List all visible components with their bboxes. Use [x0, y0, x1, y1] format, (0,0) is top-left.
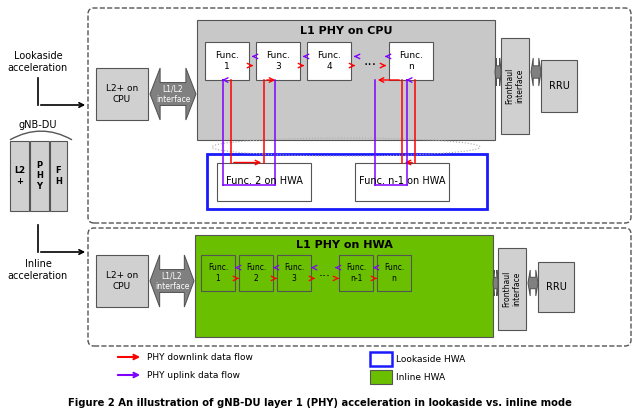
- Text: Fronthaul
interface: Fronthaul interface: [506, 68, 525, 104]
- Bar: [370, 352, 392, 366]
- FancyBboxPatch shape: [88, 8, 631, 223]
- Text: L1 PHY on CPU: L1 PHY on CPU: [300, 26, 392, 36]
- Text: Func.
1: Func. 1: [215, 51, 239, 71]
- Bar: [498, 248, 526, 330]
- Bar: [307, 42, 351, 80]
- Bar: [195, 235, 493, 337]
- Text: Figure 2 An illustration of gNB-DU layer 1 (PHY) acceleration in lookaside vs. i: Figure 2 An illustration of gNB-DU layer…: [68, 398, 572, 408]
- Text: L1/L2
interface: L1/L2 interface: [156, 84, 190, 104]
- FancyBboxPatch shape: [88, 228, 631, 346]
- Text: Func.
3: Func. 3: [266, 51, 290, 71]
- Polygon shape: [528, 270, 538, 296]
- Bar: [370, 370, 392, 384]
- Bar: [355, 163, 449, 201]
- Bar: [239, 255, 273, 291]
- Text: Func.
4: Func. 4: [317, 51, 341, 71]
- Text: L2+ on
CPU: L2+ on CPU: [106, 84, 138, 104]
- Polygon shape: [150, 68, 196, 120]
- Text: P
H
Y: P H Y: [36, 161, 43, 191]
- Text: Inline
acceleration: Inline acceleration: [8, 259, 68, 281]
- Bar: [501, 38, 529, 134]
- Text: F
H: F H: [55, 166, 62, 186]
- Bar: [541, 60, 577, 112]
- Text: RRU: RRU: [548, 81, 570, 91]
- Text: Lookaside HWA: Lookaside HWA: [396, 354, 465, 364]
- Text: Func.
2: Func. 2: [246, 263, 266, 283]
- Text: Lookaside
acceleration: Lookaside acceleration: [8, 51, 68, 73]
- Polygon shape: [531, 58, 541, 86]
- Text: Inline HWA: Inline HWA: [396, 372, 445, 382]
- Bar: [207, 154, 487, 209]
- Text: Func. n-1 on HWA: Func. n-1 on HWA: [359, 176, 445, 186]
- Text: L1/L2
interface: L1/L2 interface: [155, 271, 189, 291]
- Polygon shape: [493, 270, 498, 296]
- Bar: [96, 255, 148, 307]
- Text: ...: ...: [364, 54, 376, 68]
- Text: Func. 2 on HWA: Func. 2 on HWA: [225, 176, 303, 186]
- Bar: [197, 20, 495, 140]
- Text: Func.
1: Func. 1: [208, 263, 228, 283]
- Text: PHY downlink data flow: PHY downlink data flow: [147, 352, 253, 362]
- Text: Func.
3: Func. 3: [284, 263, 304, 283]
- Bar: [30, 141, 49, 211]
- Bar: [201, 255, 235, 291]
- Text: Fronthaul
interface: Fronthaul interface: [502, 271, 522, 307]
- Bar: [96, 68, 148, 120]
- Text: L2+ on
CPU: L2+ on CPU: [106, 271, 138, 291]
- Text: gNB-DU: gNB-DU: [19, 120, 57, 130]
- Bar: [256, 42, 300, 80]
- Bar: [339, 255, 373, 291]
- Text: L1 PHY on HWA: L1 PHY on HWA: [296, 240, 392, 250]
- Text: ...: ...: [319, 267, 331, 280]
- Text: Func.
n: Func. n: [399, 51, 423, 71]
- Bar: [217, 163, 311, 201]
- Bar: [377, 255, 411, 291]
- Bar: [538, 262, 574, 312]
- Text: Func.
n-1: Func. n-1: [346, 263, 366, 283]
- Polygon shape: [495, 58, 501, 86]
- Bar: [50, 141, 67, 211]
- Polygon shape: [150, 255, 194, 307]
- Text: RRU: RRU: [545, 282, 566, 292]
- Bar: [205, 42, 249, 80]
- Bar: [10, 141, 29, 211]
- Bar: [389, 42, 433, 80]
- Text: PHY uplink data flow: PHY uplink data flow: [147, 370, 240, 380]
- Bar: [277, 255, 311, 291]
- Text: Func.
n: Func. n: [384, 263, 404, 283]
- Text: L2
+: L2 +: [14, 166, 25, 186]
